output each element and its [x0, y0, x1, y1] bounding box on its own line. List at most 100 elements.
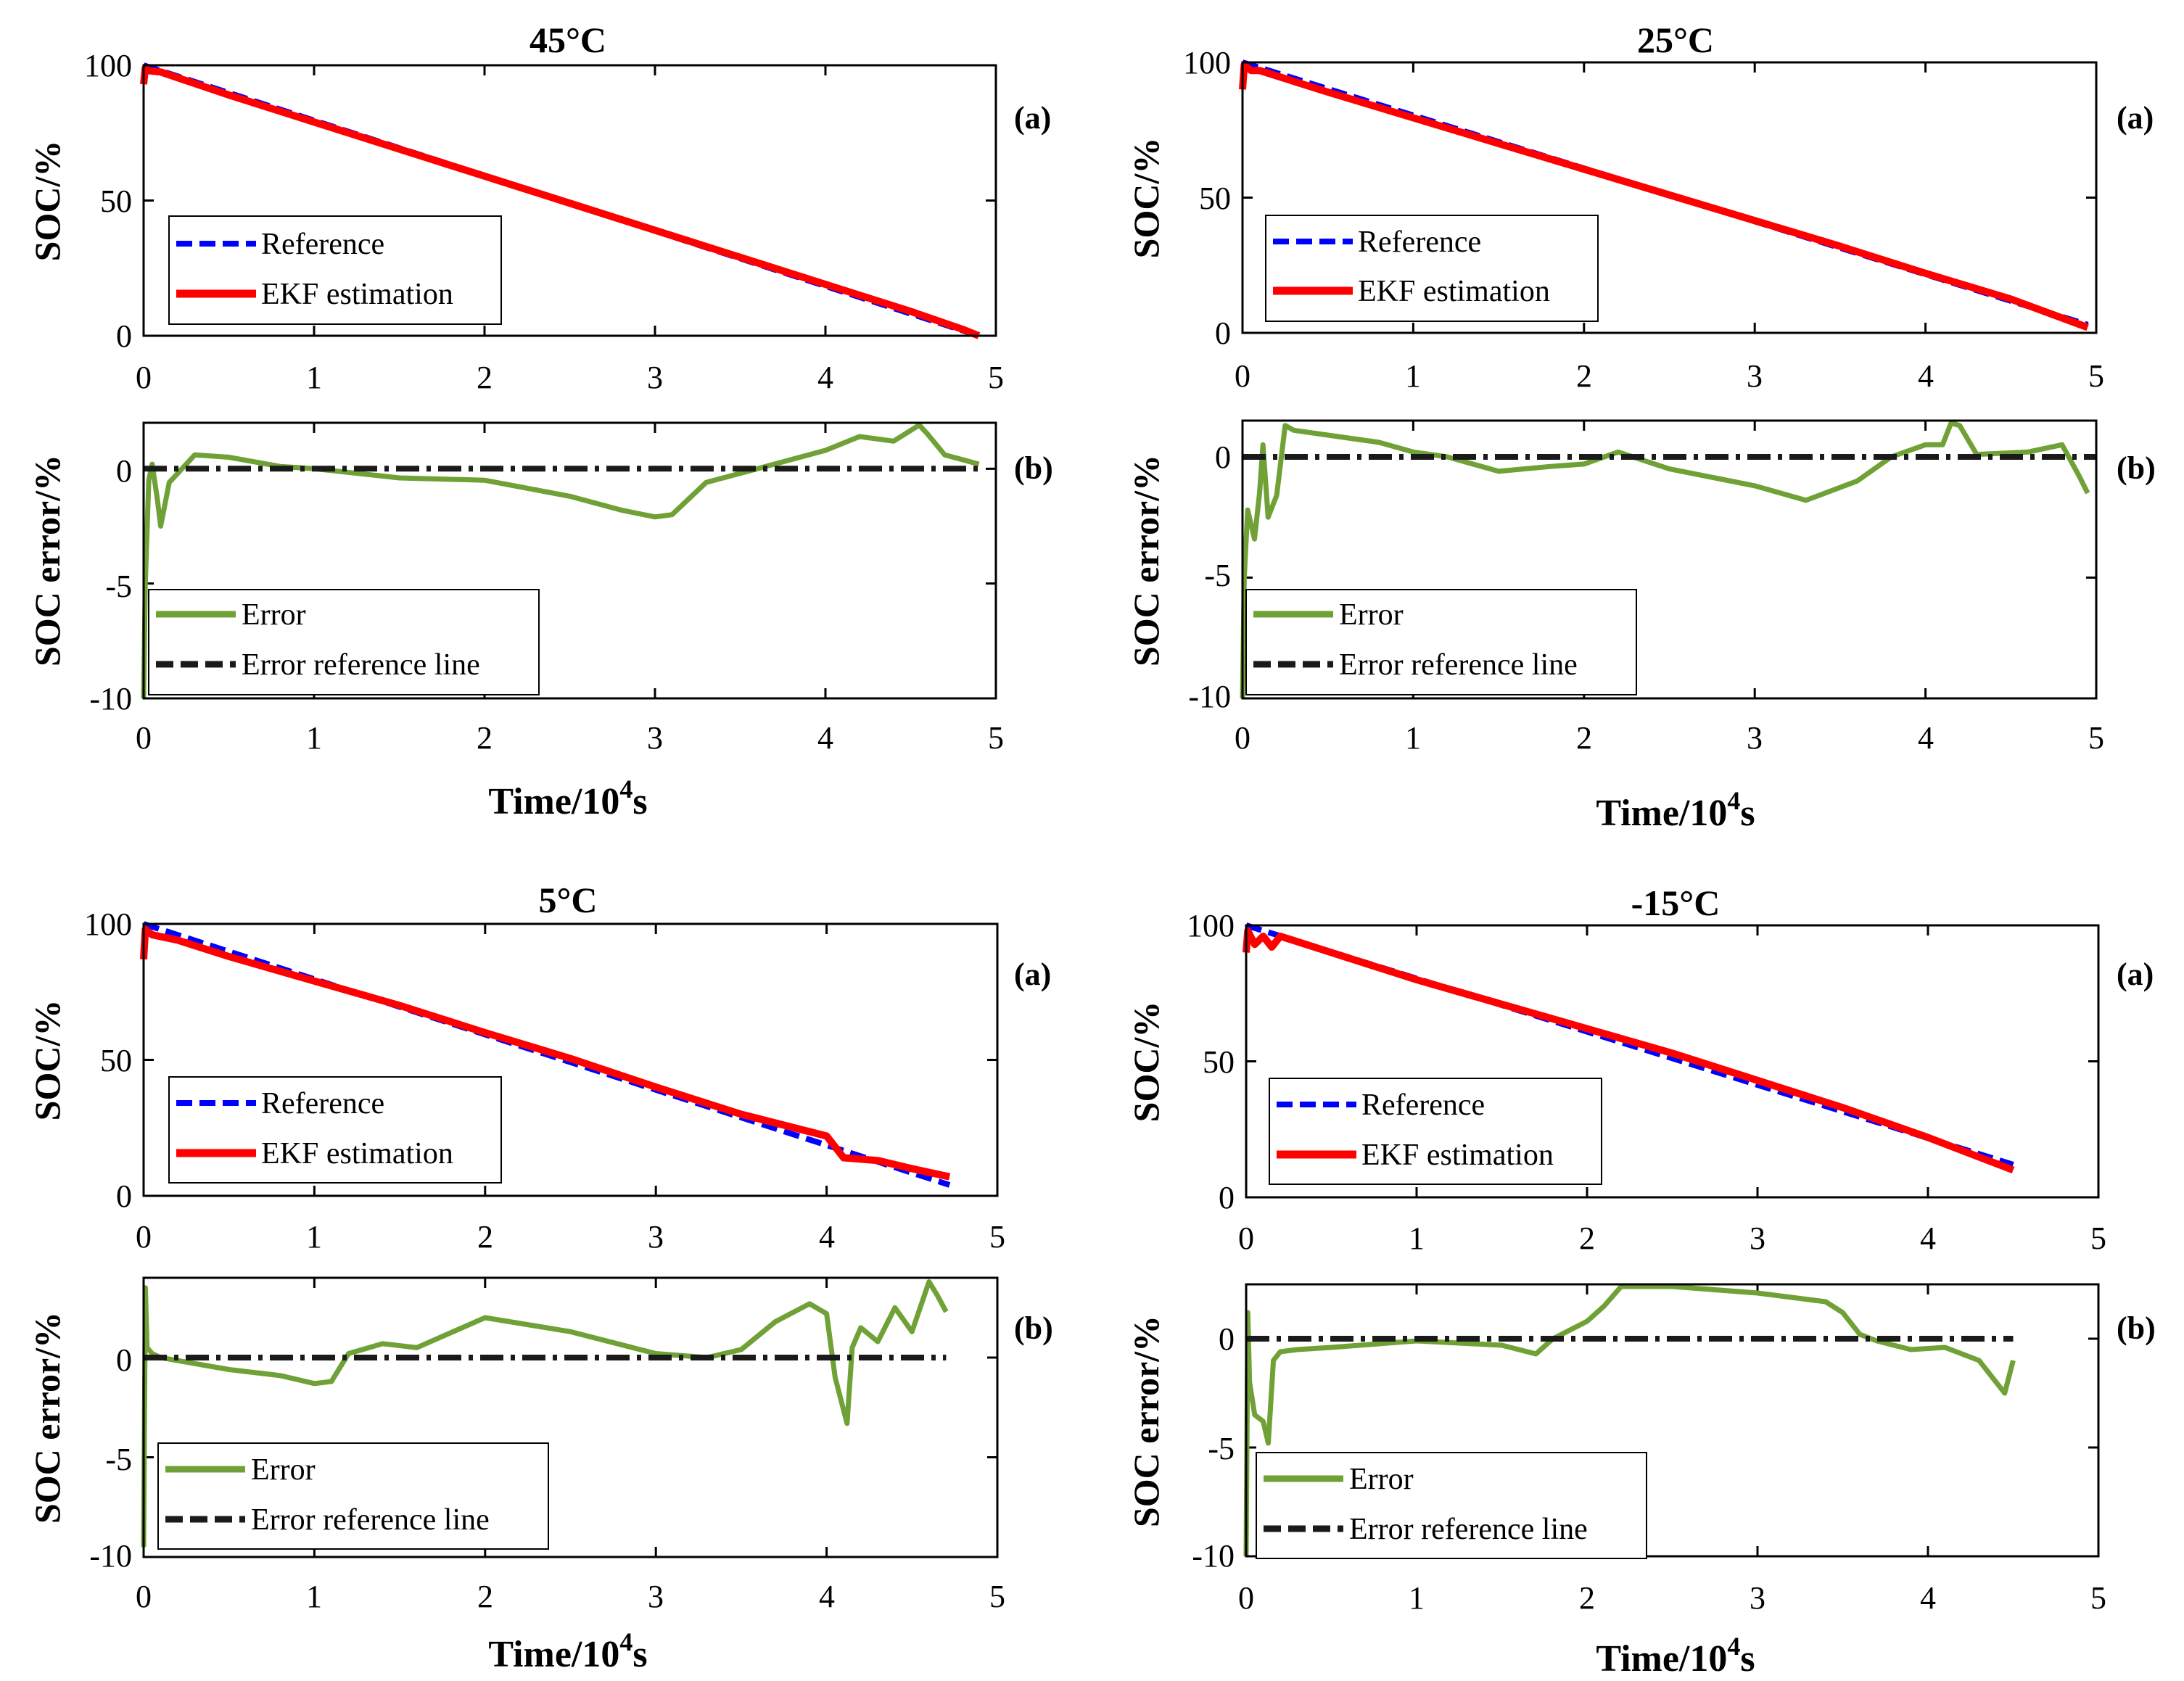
legend-box — [1256, 1452, 1647, 1559]
series-ekf-estimation — [140, 64, 981, 339]
soc-panel-tag: (a) — [1014, 957, 1051, 992]
x-axis-label: Time/104s — [488, 1627, 647, 1675]
error-legend: Error Error reference line — [157, 1442, 549, 1550]
error-axes-box — [142, 421, 997, 700]
x-tick-1: 1 — [1409, 1580, 1425, 1616]
error-subplot: 0 1 2 3 4 5 0 -5 -10 SOC error/% (b) Tim… — [27, 1276, 1053, 1675]
y-tick-0: 0 — [116, 318, 132, 354]
x-tick-2: 2 — [1579, 1221, 1595, 1256]
y-tick-minus-5: -5 — [1204, 558, 1231, 593]
y-tick-0: 0 — [116, 1342, 132, 1378]
error-panel-tag: (b) — [2117, 450, 2156, 486]
y-tick-50: 50 — [1203, 1044, 1235, 1080]
x-tick-4: 4 — [1918, 720, 1934, 756]
soc-axes-box — [142, 922, 999, 1197]
x-tick-5: 5 — [2088, 720, 2104, 756]
soc-y-label: SOC/% — [1126, 138, 1166, 259]
soc-x-ticks: 0 1 2 3 4 5 — [1238, 1221, 2106, 1256]
soc-x-ticks: 0 1 2 3 4 5 — [136, 360, 1004, 395]
soc-axes-box — [1245, 924, 2100, 1199]
x-tick-4: 4 — [817, 720, 833, 756]
error-x-ticks: 0 1 2 3 4 5 — [136, 1579, 1005, 1614]
error-y-label: SOC error/% — [1126, 1316, 1166, 1527]
series-ekf-estimation — [1243, 927, 2015, 1174]
series-error — [141, 1279, 949, 1548]
x-tick-5: 5 — [2090, 1580, 2106, 1616]
soc-panel-tag: (a) — [2117, 957, 2154, 992]
x-tick-0: 0 — [136, 1579, 152, 1614]
error-y-ticks: 0 -5 -10 — [89, 1342, 132, 1574]
x-tick-0: 0 — [136, 720, 152, 756]
y-tick-minus-5: -5 — [1208, 1431, 1235, 1466]
series-ekf-estimation — [140, 925, 951, 1181]
legend-label-error: Error — [1339, 598, 1404, 632]
x-tick-0: 0 — [136, 360, 152, 395]
y-tick-0: 0 — [1215, 439, 1231, 475]
legend-label-reference-line: Error reference line — [1349, 1513, 1588, 1546]
x-tick-1: 1 — [306, 720, 322, 756]
x-tick-2: 2 — [1576, 358, 1592, 394]
legend-label-ekf: EKF estimation — [1358, 275, 1550, 308]
error-subplot: 0 1 2 3 4 5 0 -5 -10 SOC error/% (b) Tim… — [27, 421, 1053, 822]
soc-y-label: SOC/% — [27, 1000, 67, 1121]
x-tick-1: 1 — [1405, 720, 1421, 756]
soc-y-ticks: 0 50 100 — [84, 48, 132, 354]
soc-panel-tag: (a) — [2117, 100, 2154, 136]
legend-label-ekf: EKF estimation — [261, 278, 453, 311]
x-tick-3: 3 — [647, 720, 663, 756]
x-tick-2: 2 — [477, 1579, 493, 1614]
y-tick-minus-10: -10 — [1188, 679, 1231, 714]
x-tick-1: 1 — [1405, 358, 1421, 394]
legend-box — [157, 1442, 549, 1550]
y-tick-minus-10: -10 — [89, 681, 132, 716]
error-legend: Error Error reference line — [1245, 589, 1637, 695]
soc-y-ticks: 0 50 100 — [1187, 908, 1235, 1215]
series-reference — [1245, 922, 2014, 1168]
y-tick-minus-10: -10 — [89, 1538, 132, 1574]
x-tick-1: 1 — [306, 1219, 322, 1255]
series-error — [1243, 1284, 2016, 1557]
y-tick-50: 50 — [100, 183, 132, 219]
y-tick-0: 0 — [116, 453, 132, 489]
legend-box — [168, 1076, 502, 1184]
error-axes-box — [142, 1276, 999, 1558]
x-tick-1: 1 — [306, 1579, 322, 1614]
y-tick-0: 0 — [1215, 315, 1231, 351]
x-axis-label: Time/104s — [1596, 786, 1755, 834]
legend-label-reference: Reference — [1361, 1089, 1485, 1122]
panel-title: 45°C — [529, 20, 606, 60]
legend-box — [1245, 589, 1637, 695]
legend-box — [1265, 215, 1599, 322]
soc-y-ticks: 0 50 100 — [84, 906, 132, 1214]
x-tick-4: 4 — [819, 1219, 835, 1255]
error-panel-tag: (b) — [1014, 450, 1053, 486]
x-tick-5: 5 — [988, 720, 1004, 756]
x-axis-label: Time/104s — [488, 775, 647, 822]
x-tick-5: 5 — [989, 1219, 1005, 1255]
legend-box — [168, 215, 502, 325]
soc-subplot: 0 1 2 3 4 5 0 50 100 SOC/% (a) Reference… — [1126, 908, 2154, 1256]
soc-axes-box — [142, 64, 997, 337]
legend-label-ekf: EKF estimation — [261, 1137, 453, 1170]
soc-legend: Reference EKF estimation — [168, 215, 502, 325]
y-tick-100: 100 — [84, 48, 132, 83]
x-tick-0: 0 — [1235, 720, 1250, 756]
x-tick-3: 3 — [648, 1219, 664, 1255]
quadrant-minus-15c: -15°C 0 1 2 3 4 5 0 50 100 SOC/% (a) — [1126, 883, 2156, 1680]
soc-subplot: 0 1 2 3 4 5 0 50 100 SOC/% (a) Reference… — [27, 906, 1051, 1255]
legend-label-ekf: EKF estimation — [1361, 1139, 1554, 1172]
error-subplot: 0 1 2 3 4 5 0 -5 -10 SOC error/% (b) Tim… — [1126, 419, 2156, 834]
error-y-label: SOC error/% — [1126, 455, 1166, 666]
soc-subplot: 0 1 2 3 4 5 0 50 100 SOC/% (a) Reference… — [1126, 45, 2154, 394]
legend-box — [148, 589, 540, 695]
error-panel-tag: (b) — [2117, 1310, 2156, 1346]
soc-legend: Reference EKF estimation — [168, 1076, 502, 1184]
x-axis-label: Time/104s — [1596, 1632, 1755, 1680]
soc-subplot: 0 1 2 3 4 5 0 50 100 SOC/% (a) Reference… — [27, 48, 1051, 395]
error-x-ticks: 0 1 2 3 4 5 — [1238, 1580, 2106, 1616]
y-tick-0: 0 — [1219, 1180, 1235, 1215]
y-tick-100: 100 — [1183, 45, 1231, 80]
soc-x-ticks: 0 1 2 3 4 5 — [136, 1219, 1005, 1255]
series-error — [141, 422, 980, 699]
quadrant-5c: 5°C 0 1 2 3 4 5 0 50 100 SOC/% (a) — [27, 880, 1053, 1675]
